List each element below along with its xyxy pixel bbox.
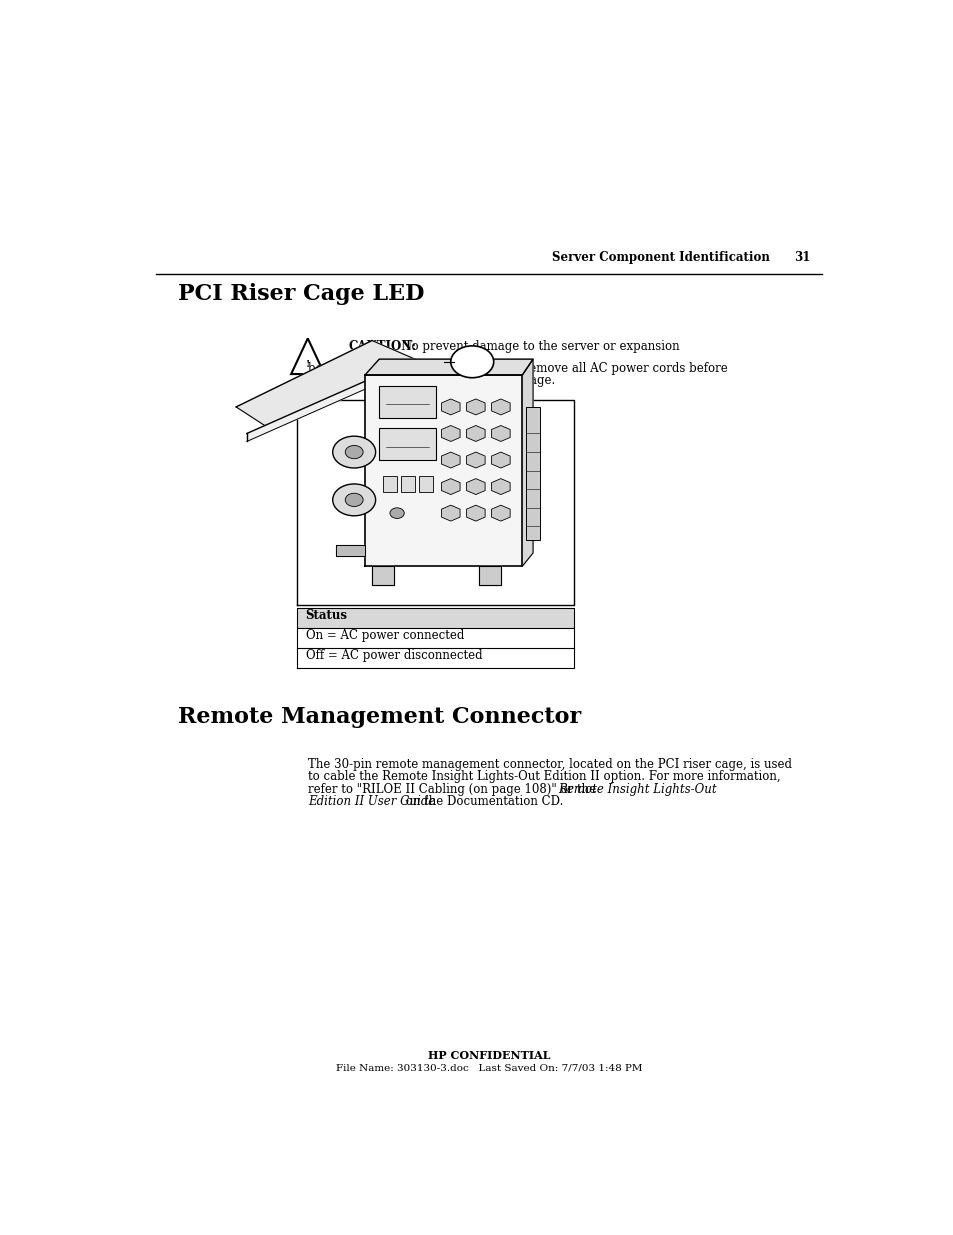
Polygon shape [441, 479, 459, 494]
Polygon shape [441, 399, 459, 415]
Text: On = AC power connected: On = AC power connected [305, 630, 463, 642]
Text: Remote Management Connector: Remote Management Connector [178, 706, 581, 729]
Polygon shape [491, 399, 510, 415]
Text: PCI Riser Cage LED: PCI Riser Cage LED [178, 283, 424, 305]
Polygon shape [466, 505, 484, 521]
Polygon shape [235, 341, 415, 426]
Circle shape [345, 493, 363, 506]
Polygon shape [479, 566, 500, 585]
Text: HP CONFIDENTIAL: HP CONFIDENTIAL [427, 1050, 550, 1061]
Text: To prevent damage to the server or expansion: To prevent damage to the server or expan… [396, 340, 679, 353]
Polygon shape [466, 399, 484, 415]
Text: Status: Status [305, 609, 347, 622]
Text: to cable the Remote Insight Lights-Out Edition II option. For more information,: to cable the Remote Insight Lights-Out E… [308, 771, 780, 783]
Polygon shape [522, 359, 533, 566]
Circle shape [451, 346, 494, 378]
Text: 31: 31 [793, 251, 810, 264]
Text: removing or installing the PCI riser cage.: removing or installing the PCI riser cag… [308, 374, 555, 387]
Bar [400, 475, 415, 492]
Text: File Name: 303130-3.doc   Last Saved On: 7/7/03 1:48 PM: File Name: 303130-3.doc Last Saved On: 7… [335, 1063, 641, 1072]
Polygon shape [491, 505, 510, 521]
Text: Edition II User Guide: Edition II User Guide [308, 795, 435, 808]
Text: !: ! [305, 359, 310, 368]
Polygon shape [335, 545, 364, 556]
Polygon shape [441, 505, 459, 521]
Polygon shape [364, 359, 533, 375]
Text: boards, power down the server and remove all AC power cords before: boards, power down the server and remove… [308, 362, 727, 374]
Polygon shape [247, 359, 415, 441]
Bar [296, 609, 574, 629]
Polygon shape [491, 479, 510, 494]
Circle shape [390, 508, 404, 519]
Polygon shape [466, 479, 484, 494]
Bar [378, 385, 436, 417]
Text: on the Documentation CD.: on the Documentation CD. [401, 795, 562, 808]
Text: Off = AC power disconnected: Off = AC power disconnected [305, 650, 481, 662]
Text: Remote Insight Lights-Out: Remote Insight Lights-Out [558, 783, 716, 795]
Bar [382, 475, 396, 492]
Polygon shape [491, 426, 510, 441]
Bar [525, 406, 539, 540]
Polygon shape [441, 452, 459, 468]
Text: refer to "RILOE II Cabling (on page 108)" or the: refer to "RILOE II Cabling (on page 108)… [308, 783, 599, 795]
Circle shape [333, 436, 375, 468]
Text: Server Component Identification: Server Component Identification [552, 251, 769, 264]
Bar [418, 475, 433, 492]
Polygon shape [466, 426, 484, 441]
Polygon shape [372, 566, 393, 585]
Circle shape [333, 484, 375, 516]
Polygon shape [441, 426, 459, 441]
Polygon shape [466, 452, 484, 468]
Text: CAUTION:: CAUTION: [348, 340, 416, 353]
Text: The 30-pin remote management connector, located on the PCI riser cage, is used: The 30-pin remote management connector, … [308, 758, 791, 771]
Polygon shape [364, 375, 522, 566]
Polygon shape [491, 452, 510, 468]
Circle shape [345, 446, 363, 458]
Bar [378, 429, 436, 459]
